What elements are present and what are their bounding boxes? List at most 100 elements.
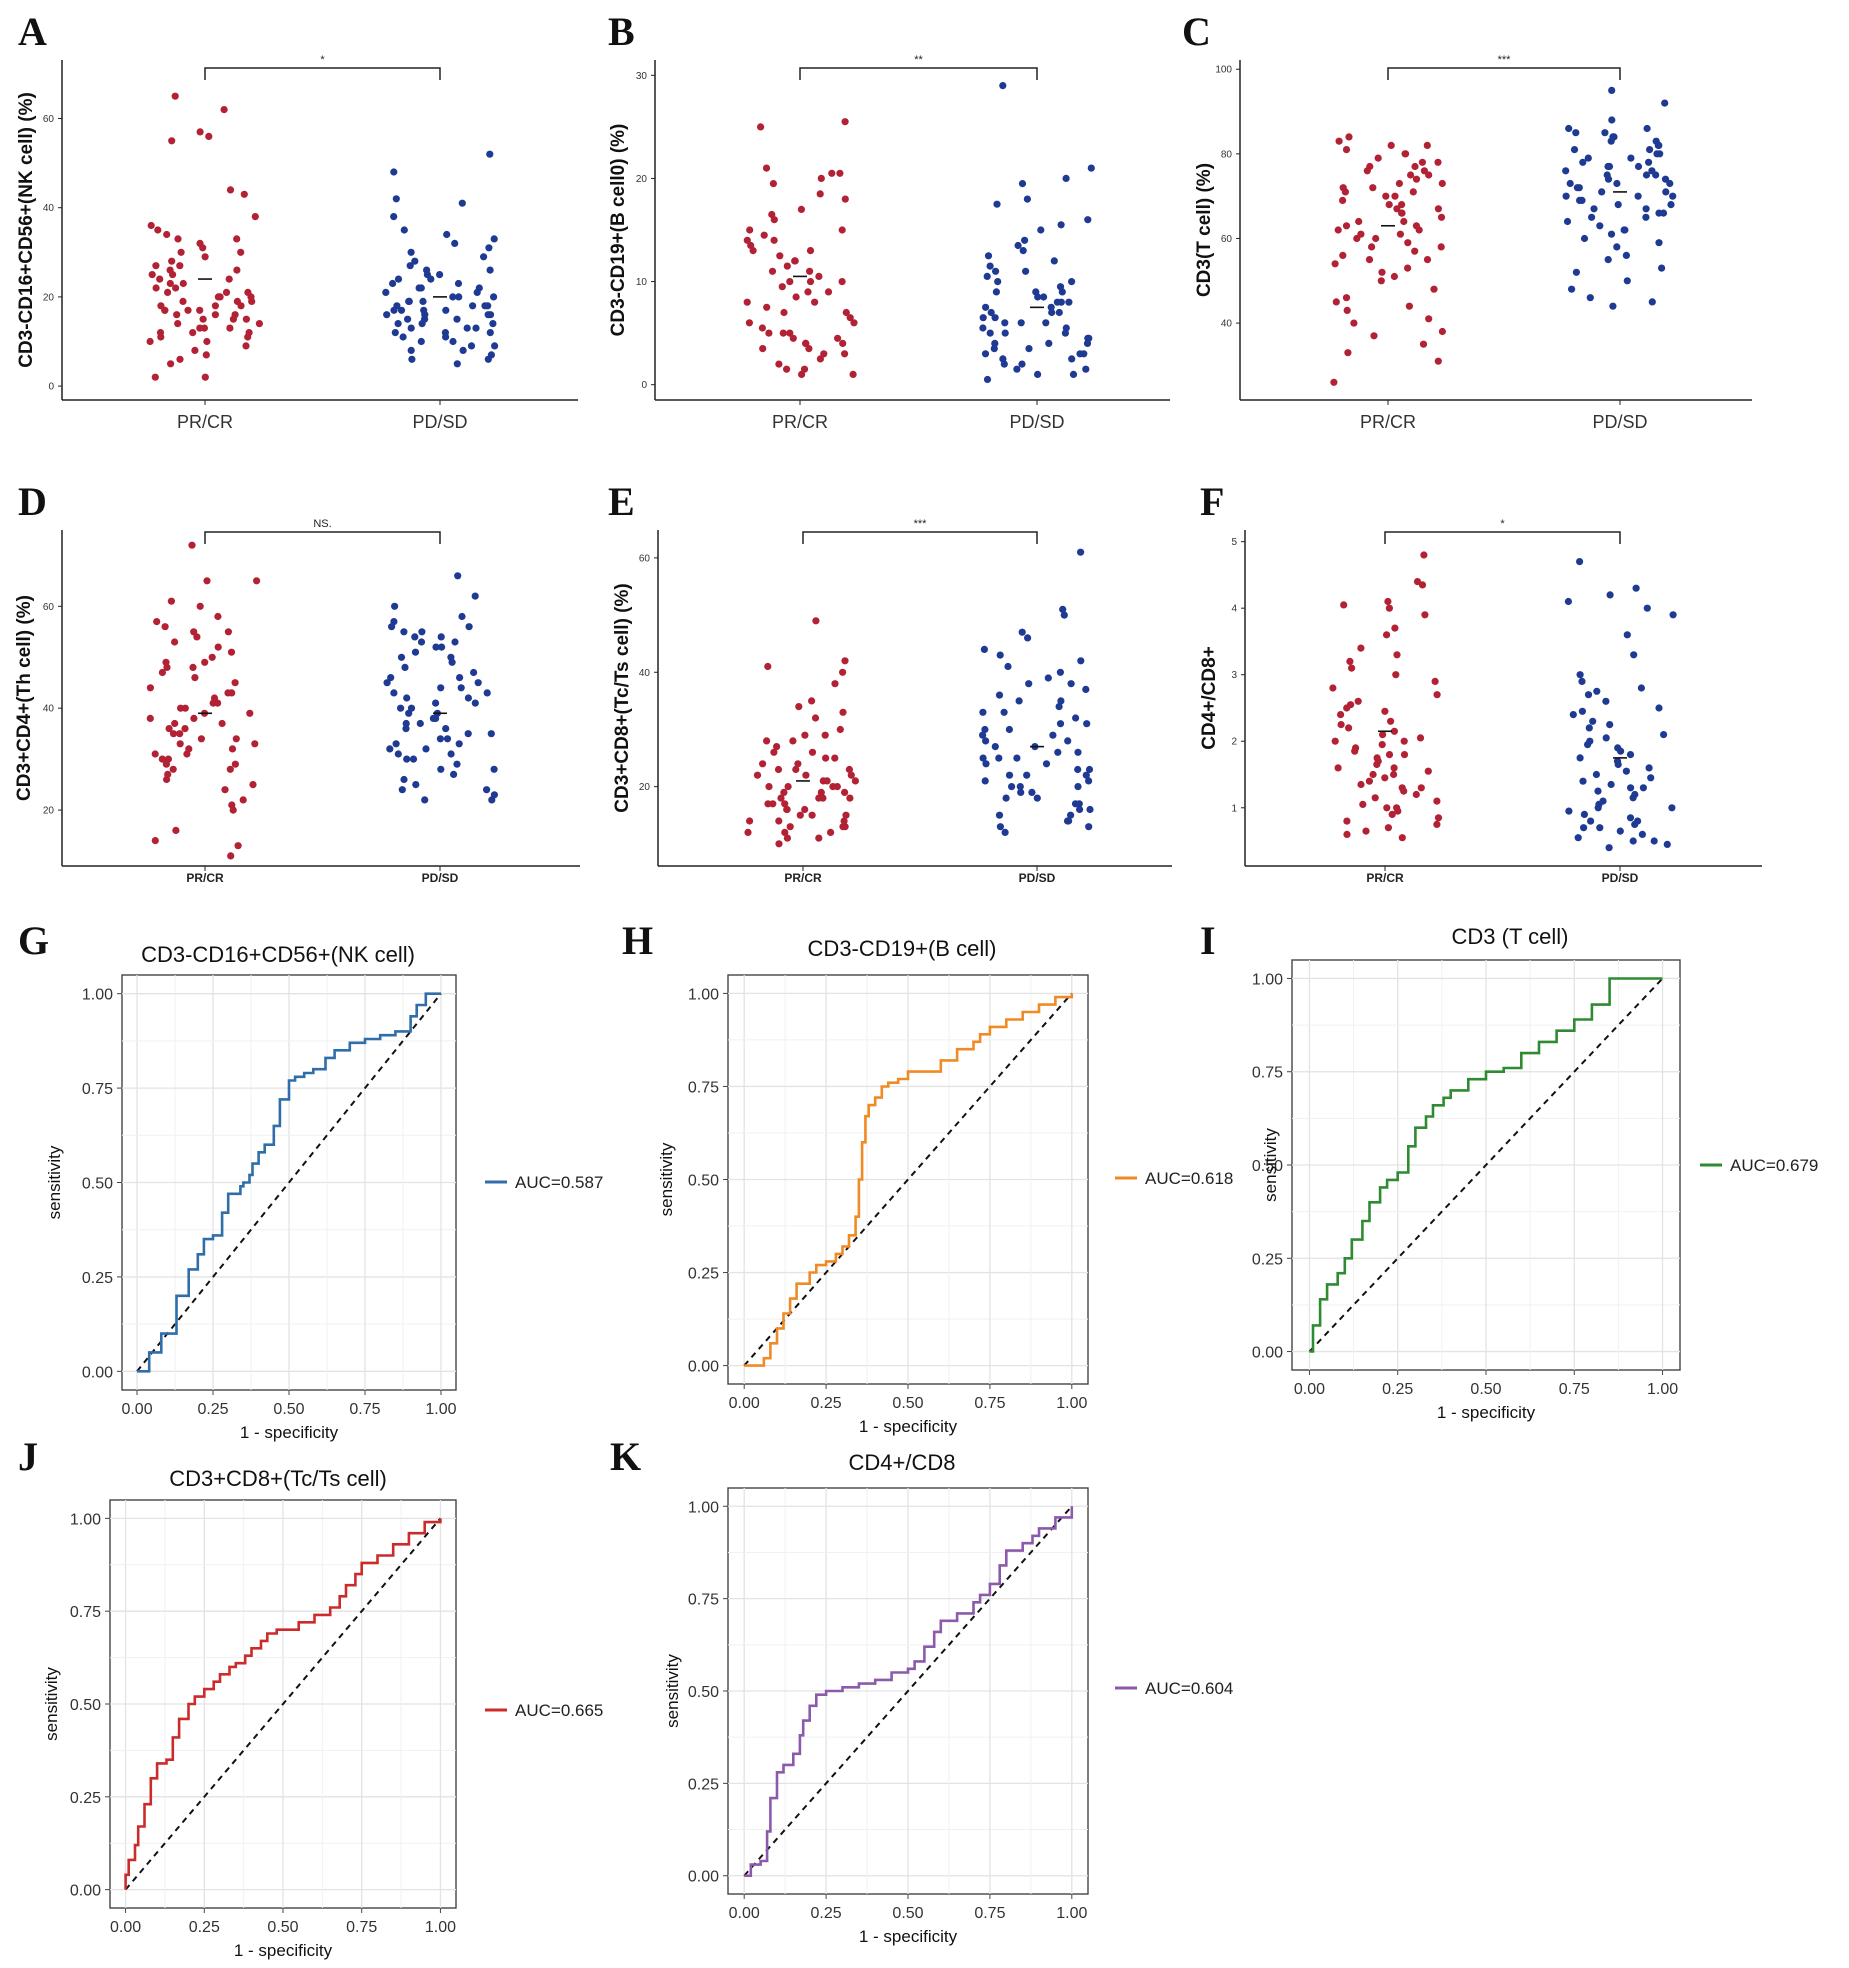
- data-point: [1415, 226, 1423, 234]
- data-point: [224, 628, 232, 636]
- data-point: [253, 577, 261, 585]
- data-point: [202, 351, 210, 359]
- data-point: [1438, 327, 1446, 336]
- data-point: [760, 231, 768, 239]
- data-point: [1329, 684, 1337, 692]
- data-point: [797, 205, 806, 213]
- data-point: [1572, 129, 1580, 137]
- data-point: [836, 725, 844, 734]
- data-point: [214, 699, 222, 707]
- x-category-label: PR/CR: [186, 871, 224, 885]
- data-point: [436, 735, 444, 743]
- x-tick-label: 0.25: [197, 1401, 228, 1418]
- data-point: [227, 648, 236, 656]
- data-point: [391, 329, 399, 337]
- scatter-panel-c: 40 60 80 100 CD3(T cell) (%) PR/CR PD/SD ***: [1194, 54, 1752, 432]
- data-point: [840, 817, 848, 825]
- data-point: [166, 279, 174, 288]
- roc-panel-i: 0.00 0.00 0.25 0.25 0.50 0.50 0.75 0.75 1.00 1.00…: [1252, 924, 1819, 1422]
- data-point: [174, 235, 182, 243]
- data-point: [1390, 764, 1398, 772]
- y-tick-label: 20: [636, 174, 648, 185]
- data-point: [1667, 201, 1675, 209]
- data-point: [211, 302, 219, 310]
- data-point: [1424, 767, 1432, 775]
- data-point: [191, 674, 199, 682]
- data-point: [1065, 298, 1073, 306]
- data-point: [442, 725, 450, 733]
- data-point: [1616, 827, 1624, 835]
- data-point: [184, 306, 192, 314]
- data-point: [407, 248, 415, 256]
- data-point: [179, 279, 187, 288]
- data-point: [216, 293, 224, 301]
- data-point: [1411, 162, 1419, 171]
- data-point: [1647, 774, 1655, 782]
- data-point: [427, 275, 435, 283]
- data-point: [1584, 691, 1593, 699]
- data-point: [442, 306, 450, 314]
- data-point: [1602, 734, 1610, 742]
- data-point: [1082, 771, 1090, 779]
- data-point: [839, 668, 847, 676]
- data-point: [1588, 213, 1596, 221]
- data-point: [1054, 748, 1062, 756]
- y-tick-label: 0.75: [688, 1592, 719, 1609]
- y-tick-label: 0.50: [70, 1697, 101, 1714]
- data-point: [982, 303, 990, 311]
- data-point: [405, 709, 413, 717]
- data-point: [412, 781, 420, 789]
- data-point: [246, 709, 254, 717]
- reference-diagonal: [743, 1505, 1073, 1877]
- data-point: [808, 811, 816, 819]
- y-tick-label: 1.00: [1252, 971, 1283, 988]
- panel-label-g: G: [18, 918, 49, 963]
- x-tick-label: 1.00: [1647, 1381, 1678, 1398]
- data-point: [208, 653, 216, 661]
- data-point: [789, 737, 797, 745]
- y-tick-label: 20: [639, 782, 651, 793]
- data-point: [233, 235, 241, 243]
- y-tick-label: 0.25: [1252, 1251, 1283, 1268]
- scatter-panel-d: 20 40 60 CD3+CD4+(Th cell) (%) PR/CR PD/SD NS.: [14, 518, 580, 885]
- data-point: [808, 697, 816, 705]
- data-point: [153, 618, 161, 626]
- x-tick-label: 1.00: [1056, 1395, 1087, 1412]
- chart-title: CD3-CD16+CD56+(NK cell): [141, 942, 415, 967]
- y-axis-label: sensitivity: [657, 1142, 676, 1216]
- y-tick-label: 0.25: [688, 1266, 719, 1283]
- y-tick-label: 0.75: [82, 1081, 113, 1098]
- data-point: [1343, 830, 1351, 839]
- data-point: [1400, 737, 1408, 745]
- data-point: [1357, 644, 1365, 652]
- data-point: [1658, 264, 1666, 272]
- x-tick-label: 0.00: [121, 1401, 152, 1418]
- x-tick-label: 0.25: [811, 1395, 842, 1412]
- data-point: [167, 597, 175, 605]
- data-point: [829, 783, 837, 791]
- data-point: [229, 806, 237, 814]
- data-point: [1074, 748, 1082, 756]
- data-point: [847, 771, 855, 779]
- data-point: [158, 755, 166, 763]
- data-point: [1067, 680, 1075, 688]
- data-point: [1068, 355, 1076, 363]
- data-point: [1433, 820, 1441, 829]
- panel-label-d: D: [18, 479, 47, 524]
- data-point: [148, 271, 156, 279]
- data-point: [1355, 217, 1363, 226]
- data-point: [489, 320, 497, 328]
- data-point: [841, 195, 849, 203]
- chart-title: CD4+/CD8: [849, 1450, 956, 1475]
- data-point: [1045, 339, 1053, 347]
- y-tick-label: 0.00: [82, 1364, 113, 1381]
- data-point: [443, 735, 452, 743]
- x-category-label: PD/SD: [1592, 412, 1647, 432]
- data-point: [1331, 260, 1339, 268]
- data-point: [229, 315, 237, 323]
- data-point: [1034, 293, 1042, 301]
- data-point: [1620, 226, 1628, 234]
- data-point: [203, 337, 211, 346]
- data-point: [827, 828, 835, 837]
- data-point: [1648, 298, 1656, 306]
